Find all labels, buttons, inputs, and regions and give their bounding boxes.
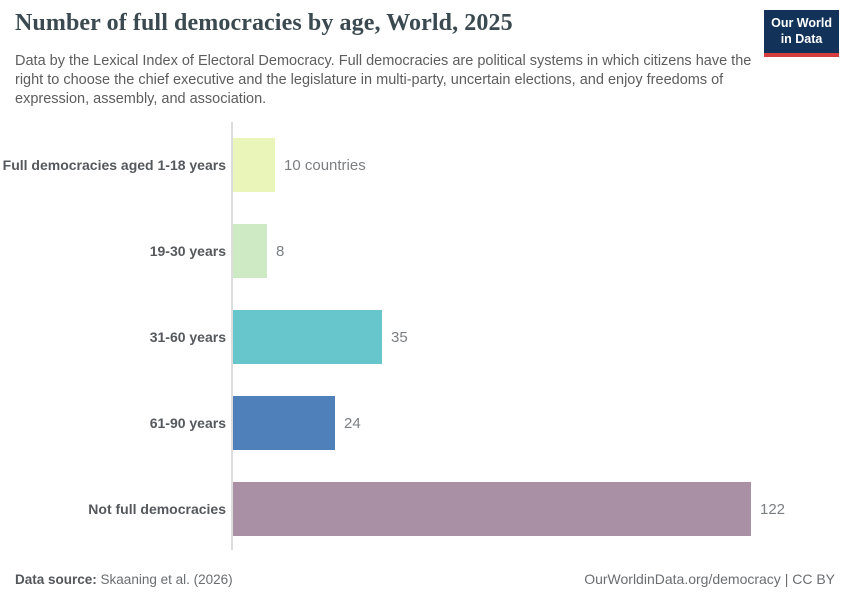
value-label: 8: [276, 242, 285, 260]
footer: Data source: Skaaning et al. (2026) OurW…: [15, 571, 835, 587]
category-label: Not full democracies: [88, 501, 226, 517]
category-label: 61-90 years: [149, 415, 226, 431]
chart-subtitle: Data by the Lexical Index of Electoral D…: [15, 53, 752, 107]
category-label: Full democracies aged 1-18 years: [2, 157, 226, 173]
data-source-label: Data source:: [15, 572, 97, 587]
value-label: 122: [760, 500, 786, 518]
bar[interactable]: [233, 224, 267, 278]
data-source-value: Skaaning et al. (2026): [100, 572, 233, 587]
bar[interactable]: [233, 396, 335, 450]
value-label: 10 countries: [284, 156, 366, 174]
category-label: 19-30 years: [149, 243, 226, 259]
attribution[interactable]: OurWorldinData.org/democracy | CC BY: [584, 571, 835, 587]
data-source: Data source: Skaaning et al. (2026): [15, 572, 233, 587]
value-label: 35: [391, 328, 408, 346]
category-label: 31-60 years: [149, 329, 226, 345]
owid-logo[interactable]: Our World in Data: [764, 10, 839, 57]
owid-logo-line2: in Data: [780, 32, 823, 47]
bar[interactable]: [233, 310, 382, 364]
owid-logo-line1: Our World: [771, 16, 832, 30]
bar[interactable]: [233, 482, 751, 536]
bar[interactable]: [233, 138, 275, 192]
page-title: Number of full democracies by age, World…: [15, 10, 513, 36]
axis-line: [231, 122, 233, 550]
value-label: 24: [344, 414, 361, 432]
